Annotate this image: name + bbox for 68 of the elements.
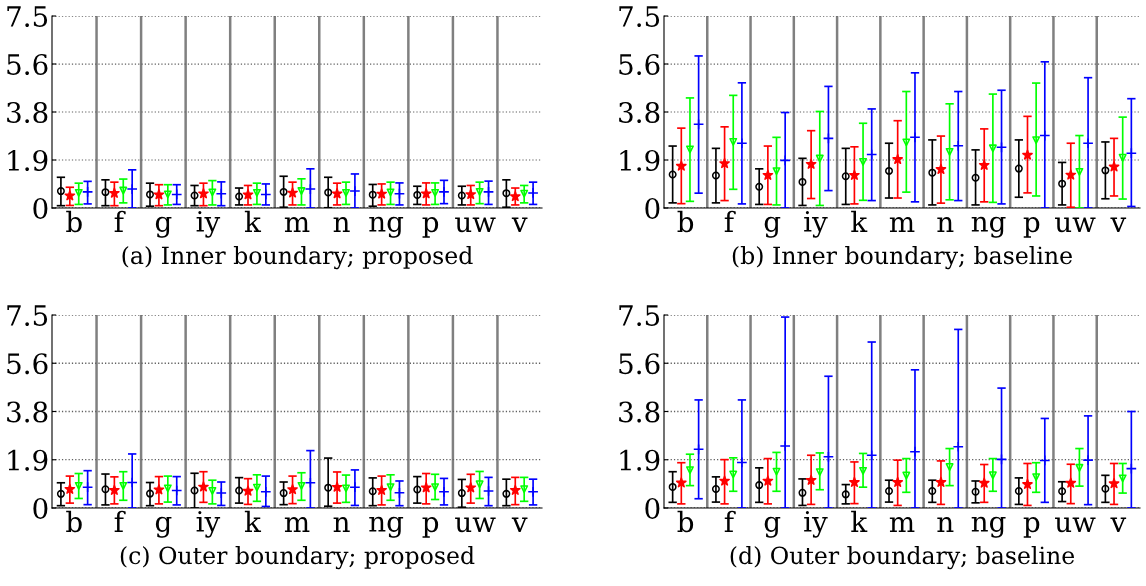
y-tick-label: 0 <box>33 197 48 219</box>
y-tick-label: 1.9 <box>620 449 660 471</box>
x-tick-label: m <box>284 517 310 532</box>
x-tick-label: p <box>1023 217 1040 238</box>
x-tick-label: k <box>851 510 868 532</box>
x-tick-label: g <box>764 516 781 538</box>
x-tick-label: b <box>677 210 694 233</box>
x-tick-label: iy <box>196 511 221 538</box>
x-tick-label: uw <box>1055 217 1096 233</box>
x-tick-label: p <box>422 517 439 538</box>
x-tick-label: g <box>155 516 172 538</box>
y-tick-label: 5.6 <box>619 353 660 375</box>
x-tick-label: v <box>511 517 528 532</box>
x-tick-label: v <box>1110 517 1127 532</box>
x-tick-label: b <box>66 510 82 533</box>
x-tick-label: n <box>937 217 954 232</box>
y-tick-label: 5.6 <box>7 53 48 75</box>
y-tick-label: 1.9 <box>8 149 48 171</box>
x-tick-label: g <box>764 216 781 238</box>
x-tick-label: b <box>66 210 82 233</box>
y-tick-label: 0 <box>33 497 48 519</box>
x-axis-title: (c) Outer boundary; proposed <box>120 545 475 570</box>
y-tick-label: 3.8 <box>619 101 660 123</box>
y-tick-label: 7.5 <box>619 6 660 27</box>
x-tick-label: p <box>1023 517 1040 538</box>
x-tick-label: f <box>724 510 736 532</box>
y-tick-label: 3.8 <box>619 401 660 423</box>
x-axis-title: (d) Outer boundary; baseline <box>730 545 1075 570</box>
y-tick-label: 7.5 <box>7 6 48 27</box>
y-tick-label: 3.8 <box>7 101 48 123</box>
y-tick-label: 1.9 <box>8 449 48 471</box>
y-tick-label: 0 <box>645 197 660 219</box>
x-tick-label: uw <box>1055 517 1096 533</box>
x-tick-label: k <box>244 510 262 532</box>
x-tick-label: f <box>114 210 126 232</box>
y-tick-label: 7.5 <box>7 305 48 326</box>
x-axis-title: (b) Inner boundary; baseline <box>732 245 1072 270</box>
x-tick-label: n <box>333 217 350 232</box>
x-tick-label: b <box>677 510 694 533</box>
y-tick-label: 1.9 <box>620 149 660 171</box>
x-tick-label: iy <box>196 211 221 238</box>
y-tick-label: 0 <box>645 497 660 519</box>
x-tick-label: ng <box>971 216 1006 238</box>
y-tick-label: 3.8 <box>7 401 48 423</box>
x-tick-label: f <box>724 210 736 232</box>
x-tick-label: ng <box>971 516 1006 538</box>
x-tick-label: uw <box>455 517 496 533</box>
x-tick-label: p <box>422 217 439 238</box>
x-tick-label: n <box>937 517 954 532</box>
x-tick-label: m <box>284 217 310 232</box>
x-tick-label: g <box>155 216 172 238</box>
y-tick-label: 7.5 <box>619 305 660 326</box>
x-tick-label: k <box>851 210 868 232</box>
x-tick-label: ng <box>369 516 404 538</box>
x-tick-label: v <box>1110 217 1127 232</box>
x-axis-title: (a) Inner boundary; proposed <box>122 245 473 270</box>
x-tick-label: f <box>114 510 126 532</box>
x-tick-label: m <box>889 517 915 532</box>
x-tick-label: ng <box>369 216 404 238</box>
x-tick-label: n <box>333 517 350 532</box>
x-tick-label: iy <box>804 211 828 238</box>
y-tick-label: 5.6 <box>7 353 48 375</box>
x-tick-label: k <box>244 210 262 232</box>
x-tick-label: uw <box>455 217 496 233</box>
x-tick-label: iy <box>804 511 828 538</box>
x-tick-label: m <box>889 217 915 232</box>
y-tick-label: 5.6 <box>619 53 660 75</box>
x-tick-label: v <box>511 217 528 232</box>
